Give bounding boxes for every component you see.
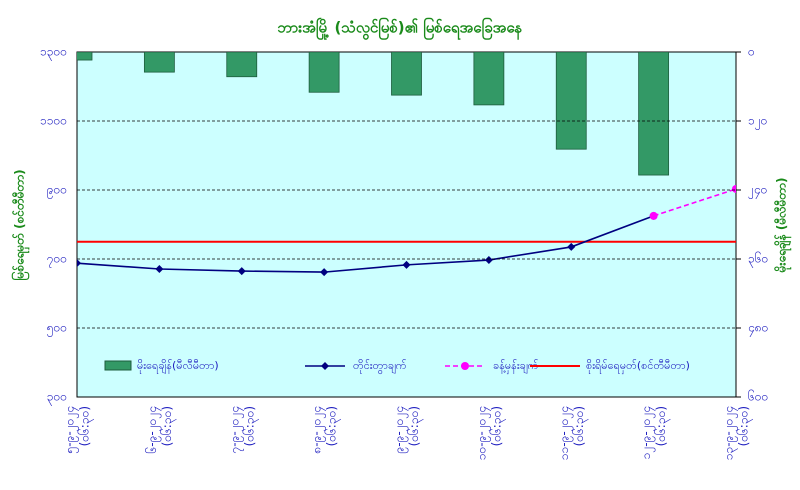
- y-tick-label: ၅၀၀: [47, 321, 67, 338]
- x-tick-label-time: (၀၆:၃၀): [406, 406, 424, 446]
- legend-swatch: [104, 360, 132, 371]
- bar: [226, 52, 258, 78]
- x-tick-label-time: (၀၆:၃၀): [324, 406, 342, 446]
- point: [732, 184, 736, 193]
- y2-tick-label: ၂၄၀: [748, 183, 767, 200]
- x-tick-label-time: (၀၆:၃၀): [241, 406, 259, 446]
- point: [320, 268, 329, 277]
- chart-title: ဘားအံမြို့ (သံလွင်မြစ်)၏ မြစ်ရေအခြေအနေ: [278, 17, 523, 41]
- bar: [555, 52, 587, 150]
- point: [155, 265, 164, 274]
- point: [77, 259, 81, 268]
- x-tick-label: ၁၂-၉-၂၀၂၄: [639, 406, 656, 459]
- bar: [77, 52, 93, 61]
- point: [567, 242, 576, 251]
- x-tick-label: ၁၃-၉-၂၀၂၄: [722, 406, 739, 460]
- y-tick-label: ၇၀၀: [47, 252, 67, 269]
- bar: [308, 52, 340, 93]
- bar: [473, 52, 505, 106]
- y-tick-label: ၁၃၀၀: [40, 45, 67, 62]
- x-tick-label: ၈-၉-၂၀၂၄: [310, 406, 327, 454]
- x-tick-label: ၁၁-၉-၂၀၂၄: [557, 406, 574, 460]
- x-tick-label: ၅-၉-၂၀၂၄: [63, 406, 80, 453]
- y-axis-title: မြစ်ရေမှတ် (စင်တီမီတာ): [10, 169, 31, 280]
- y2-tick-label: ၁၂၀: [748, 114, 767, 131]
- y-tick-label: ၃၀၀: [47, 390, 67, 407]
- legend-marker: [321, 362, 329, 370]
- x-tick-label: ၁၀-၉-၂၀၂၄: [474, 406, 491, 460]
- point: [402, 260, 411, 269]
- y-tick-label: ၉၀၀: [47, 183, 67, 200]
- y-tick-label: ၁၁၀၀: [40, 114, 67, 128]
- line: [653, 188, 736, 217]
- x-tick-label-time: (၀၆:၃၀): [488, 406, 506, 446]
- legend-marker: [461, 362, 469, 370]
- legend-label: စိုးရိမ်ရေမှတ်(စင်တီမီတာ): [586, 359, 690, 374]
- x-tick-label-time: (၀၆:၃၀): [736, 406, 754, 446]
- point: [484, 256, 493, 265]
- bar: [638, 52, 670, 176]
- x-tick-label: ၇-၉-၂၀၂၄: [227, 406, 244, 453]
- y2-tick-label: ၄၈၀: [748, 321, 768, 338]
- plot-marks: [77, 52, 736, 277]
- y2-axis-title: မိုးရေချိန် (မီလီမီတာ): [773, 178, 793, 274]
- bar: [391, 52, 422, 96]
- plot-area: [76, 51, 737, 398]
- x-tick-label-time: (၀၆:၃၀): [77, 406, 95, 446]
- legend-label: တိုင်းတွာချက်: [353, 359, 407, 374]
- y2-tick-label: ၆၀၀: [748, 389, 768, 404]
- point: [237, 267, 246, 276]
- bar: [143, 52, 175, 73]
- y2-tick-label: ၃၆၀: [748, 251, 768, 269]
- legend-label: ခန့်မှန်းချက်: [493, 359, 539, 374]
- x-tick-label: ၆-၉-၂၀၂၄: [144, 406, 162, 453]
- y2-tick-label: ၀: [748, 45, 755, 59]
- line: [77, 215, 654, 273]
- x-tick-label-time: (၀၆:၃၀): [653, 406, 671, 446]
- x-tick-label-time: (၀၆:၃၀): [571, 406, 589, 446]
- legend-label: မိုးရေချိန်(မီလီမီတာ): [137, 359, 219, 374]
- x-tick-label: ၉-၉-၂၀၂၄: [392, 406, 409, 453]
- point: [649, 211, 658, 220]
- x-tick-label-time: (၀၆:၃၀): [159, 406, 177, 446]
